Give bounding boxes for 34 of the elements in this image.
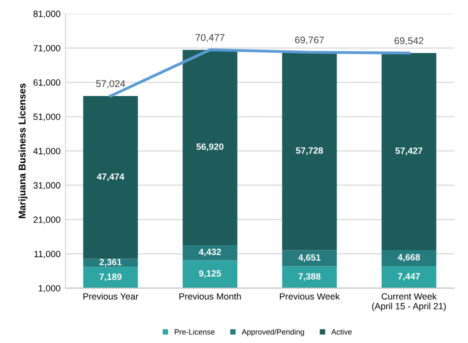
y-tick-label: 51,000: [33, 114, 60, 122]
data-label: 2,361: [100, 258, 122, 267]
data-label: 7,447: [398, 273, 420, 281]
data-label: 7,388: [298, 273, 320, 281]
data-label: 4,668: [398, 254, 420, 262]
data-label: 57,024: [96, 80, 126, 88]
y-tick-label: 1,000: [38, 285, 60, 293]
x-tick-label: Previous Month: [179, 292, 241, 300]
bar: [382, 53, 436, 250]
data-label: 47,474: [96, 174, 124, 182]
bar: [282, 52, 337, 250]
y-tick-label: 21,000: [34, 216, 60, 224]
y-axis-title: Marijuana Business Licenses: [18, 84, 28, 218]
data-label: 4,432: [198, 248, 221, 256]
y-tick-label: 61,000: [34, 79, 60, 87]
x-tick-label: Previous Week: [280, 292, 340, 300]
data-label: 7,189: [100, 274, 122, 282]
bar: [83, 96, 138, 259]
data-label: 69,542: [394, 37, 424, 46]
y-tick-label: 11,000: [34, 250, 60, 258]
data-label: 4,651: [298, 254, 321, 262]
data-label: 69,767: [295, 36, 324, 45]
x-tick-label: Previous Year: [83, 292, 138, 300]
data-label: 9,125: [199, 270, 222, 278]
bar: [182, 50, 238, 246]
data-label: 56,920: [196, 143, 224, 152]
x-tick-label: Current Week (April 15 - April 21): [372, 292, 446, 312]
y-tick-label: 81,000: [33, 10, 60, 18]
data-label: 57,427: [395, 148, 422, 156]
y-tick-label: 41,000: [33, 148, 60, 156]
y-tick-label: 31,000: [33, 182, 60, 190]
data-label: 57,728: [296, 147, 324, 155]
y-tick-label: 71,000: [34, 44, 60, 52]
data-label: 70,477: [196, 34, 224, 42]
